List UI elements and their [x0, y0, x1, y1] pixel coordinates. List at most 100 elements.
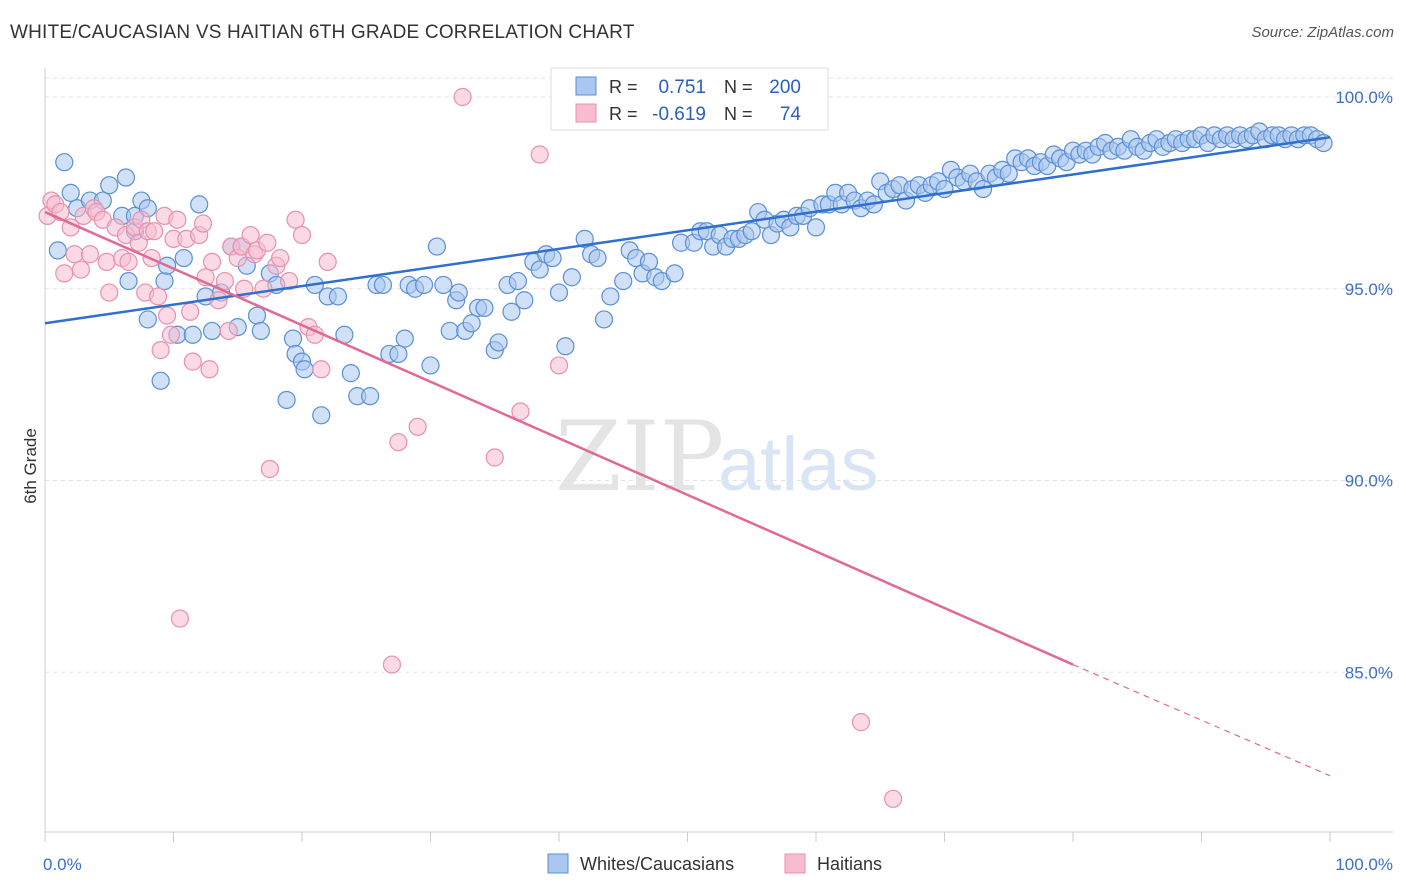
point-haitian: [200, 360, 219, 379]
point-haitian: [312, 360, 331, 379]
watermark-atlas: atlas: [718, 422, 879, 507]
point-white: [395, 329, 414, 348]
point-white: [155, 271, 174, 291]
point-white: [502, 302, 521, 321]
point-haitian: [530, 145, 549, 164]
legend-bottom-label-white: Whites/Caucasians: [580, 854, 734, 874]
point-haitian: [193, 214, 213, 233]
point-white: [55, 153, 74, 172]
point-white: [562, 268, 581, 287]
point-haitian: [389, 433, 408, 452]
x-tick-label-min: 0.0%: [43, 855, 82, 874]
point-white: [277, 390, 296, 410]
trend-line-haitian-extension: [1072, 664, 1331, 777]
series-white-caucasians: [48, 122, 1333, 425]
point-haitian: [148, 287, 168, 306]
point-white: [421, 356, 440, 375]
point-haitian: [453, 87, 472, 107]
point-haitian: [157, 306, 177, 325]
point-white: [475, 298, 494, 318]
point-white: [434, 275, 453, 295]
point-white: [361, 387, 380, 406]
point-haitian: [215, 271, 234, 291]
y-tick-label: 100.0%: [1335, 88, 1393, 107]
point-haitian: [181, 302, 200, 321]
y-tick-labels: 85.0% 90.0% 95.0% 100.0%: [1335, 88, 1393, 682]
point-white: [202, 321, 222, 341]
series-haitians: [38, 87, 903, 808]
y-axis-label: 6th Grade: [21, 428, 40, 504]
point-haitian: [170, 609, 190, 628]
y-tick-label: 95.0%: [1345, 280, 1393, 299]
point-haitian: [292, 225, 312, 245]
point-white: [119, 271, 138, 291]
point-white: [427, 237, 447, 256]
point-haitian: [286, 210, 305, 229]
point-white: [312, 406, 331, 425]
point-white: [806, 218, 826, 237]
legend-swatch-white: [575, 76, 597, 96]
legend-top: R = 0.751 N = 200 R = -0.619 N = 74: [550, 67, 829, 131]
point-haitian: [318, 252, 337, 272]
point-haitian: [511, 402, 530, 421]
point-haitian: [161, 325, 181, 344]
legend-bottom-swatch-white: [547, 853, 569, 874]
point-white: [247, 306, 267, 325]
point-white: [543, 248, 562, 268]
point-haitian: [851, 713, 871, 732]
point-white: [614, 271, 633, 291]
point-white: [174, 248, 193, 268]
legend-r-label-haitian: R =: [609, 104, 638, 124]
point-white: [389, 344, 408, 364]
point-white: [283, 329, 303, 348]
point-haitian: [883, 789, 903, 808]
source-note: Source: ZipAtlas.com: [1251, 24, 1394, 41]
trend-line-haitian: [44, 210, 1074, 666]
point-haitian: [183, 352, 202, 371]
point-white: [190, 195, 209, 214]
point-haitian: [97, 252, 116, 272]
trend-lines: [44, 136, 1331, 777]
point-white: [373, 275, 393, 295]
point-white: [575, 229, 594, 248]
point-white: [530, 260, 549, 279]
point-haitian: [71, 260, 91, 279]
x-tick-label-max: 100.0%: [1335, 855, 1393, 874]
legend-r-value-haitian: -0.619: [652, 104, 706, 125]
point-white: [449, 283, 468, 302]
point-white: [61, 183, 80, 202]
point-haitian: [100, 283, 119, 302]
legend-n-label-haitian: N =: [724, 104, 753, 124]
point-white: [639, 252, 659, 272]
point-haitian: [202, 252, 222, 272]
point-haitian: [119, 252, 138, 272]
point-white: [742, 222, 761, 241]
legend-n-label-white: N =: [724, 77, 753, 97]
watermark-zip: ZIP: [555, 401, 724, 513]
point-white: [48, 241, 67, 260]
point-white: [665, 264, 684, 283]
point-haitian: [485, 448, 504, 467]
point-white: [462, 314, 481, 333]
point-white: [549, 283, 569, 302]
point-haitian: [55, 264, 74, 283]
point-white: [588, 248, 607, 268]
y-tick-label: 90.0%: [1345, 472, 1393, 491]
point-white: [515, 291, 534, 310]
point-haitian: [145, 222, 164, 241]
legend-r-value-white: 0.751: [658, 77, 706, 98]
point-haitian: [258, 233, 277, 252]
point-white: [556, 337, 575, 356]
point-haitian: [280, 271, 299, 291]
point-white: [594, 310, 614, 329]
legend-bottom-label-haitian: Haitians: [817, 854, 882, 874]
point-white: [489, 333, 508, 352]
point-white: [183, 325, 202, 344]
legend-n-value-white: 200: [769, 77, 801, 98]
point-white: [138, 310, 157, 329]
point-haitian: [382, 655, 402, 674]
point-white: [151, 371, 170, 390]
point-white: [295, 360, 314, 379]
point-white: [251, 321, 270, 341]
